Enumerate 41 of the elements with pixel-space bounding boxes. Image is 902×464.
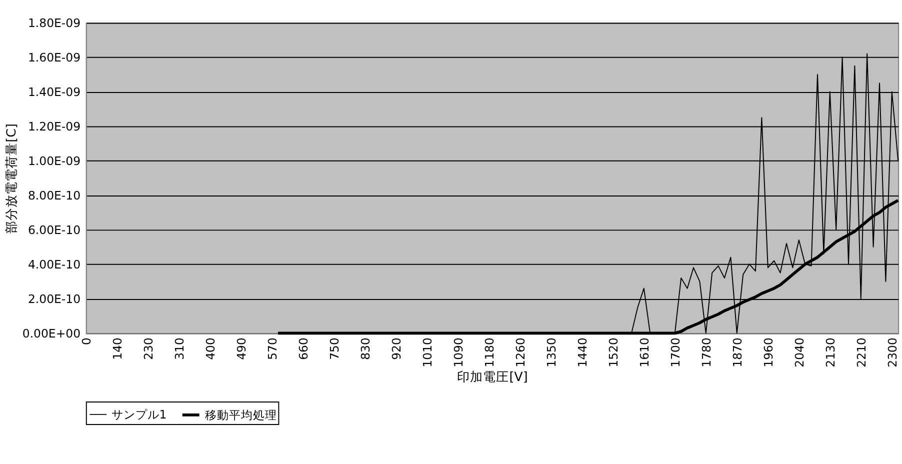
x-tick-label: 1700 — [668, 338, 682, 368]
x-tick-label: 2300 — [885, 338, 900, 368]
x-tick-label: 920 — [389, 338, 404, 360]
x-tick-label: 310 — [172, 338, 186, 360]
x-axis-title: 印加電圧[V] — [457, 369, 528, 384]
y-tick-label: 1.60E-09 — [28, 50, 81, 65]
y-tick-label: 0.00E+00 — [22, 326, 81, 341]
y-tick-label: 1.40E-09 — [28, 85, 81, 100]
y-tick-label: 1.80E-09 — [28, 16, 81, 30]
y-tick-label: 8.00E-10 — [28, 188, 81, 203]
legend-label: サンプル1 — [111, 407, 167, 422]
x-tick-label: 660 — [296, 338, 310, 360]
y-tick-label: 6.00E-10 — [28, 223, 81, 238]
x-tick-label: 2130 — [823, 338, 838, 368]
x-tick-label: 1520 — [606, 338, 620, 368]
legend-label: 移動平均処理 — [205, 408, 277, 422]
y-tick-label: 2.00E-10 — [28, 292, 81, 306]
x-tick-label: 1870 — [730, 338, 744, 368]
x-tick-label: 1610 — [637, 338, 652, 368]
x-tick-label: 750 — [327, 338, 342, 360]
x-tick-label: 0 — [79, 338, 94, 346]
x-tick-label: 1440 — [575, 338, 590, 368]
x-tick-label: 1010 — [420, 338, 434, 368]
x-tick-label: 2210 — [854, 338, 868, 368]
y-axis-title: 部分放電電荷量[C] — [3, 124, 18, 234]
x-tick-label: 230 — [141, 338, 156, 360]
x-tick-label: 490 — [234, 338, 248, 360]
x-tick-label: 1350 — [544, 338, 558, 368]
y-tick-label: 1.20E-09 — [28, 120, 81, 134]
y-tick-label: 1.00E-09 — [28, 154, 81, 168]
x-tick-label: 830 — [358, 338, 372, 360]
x-tick-label: 1260 — [513, 338, 528, 368]
x-tick-label: 1090 — [451, 338, 466, 368]
x-tick-label: 140 — [110, 338, 124, 360]
x-tick-label: 2040 — [792, 338, 806, 368]
x-tick-label: 570 — [265, 338, 280, 360]
x-tick-label: 1780 — [699, 338, 714, 368]
y-tick-label: 4.00E-10 — [28, 258, 81, 272]
x-tick-label: 1960 — [761, 338, 776, 368]
x-tick-label: 1180 — [482, 338, 496, 368]
x-tick-label: 400 — [203, 338, 218, 360]
